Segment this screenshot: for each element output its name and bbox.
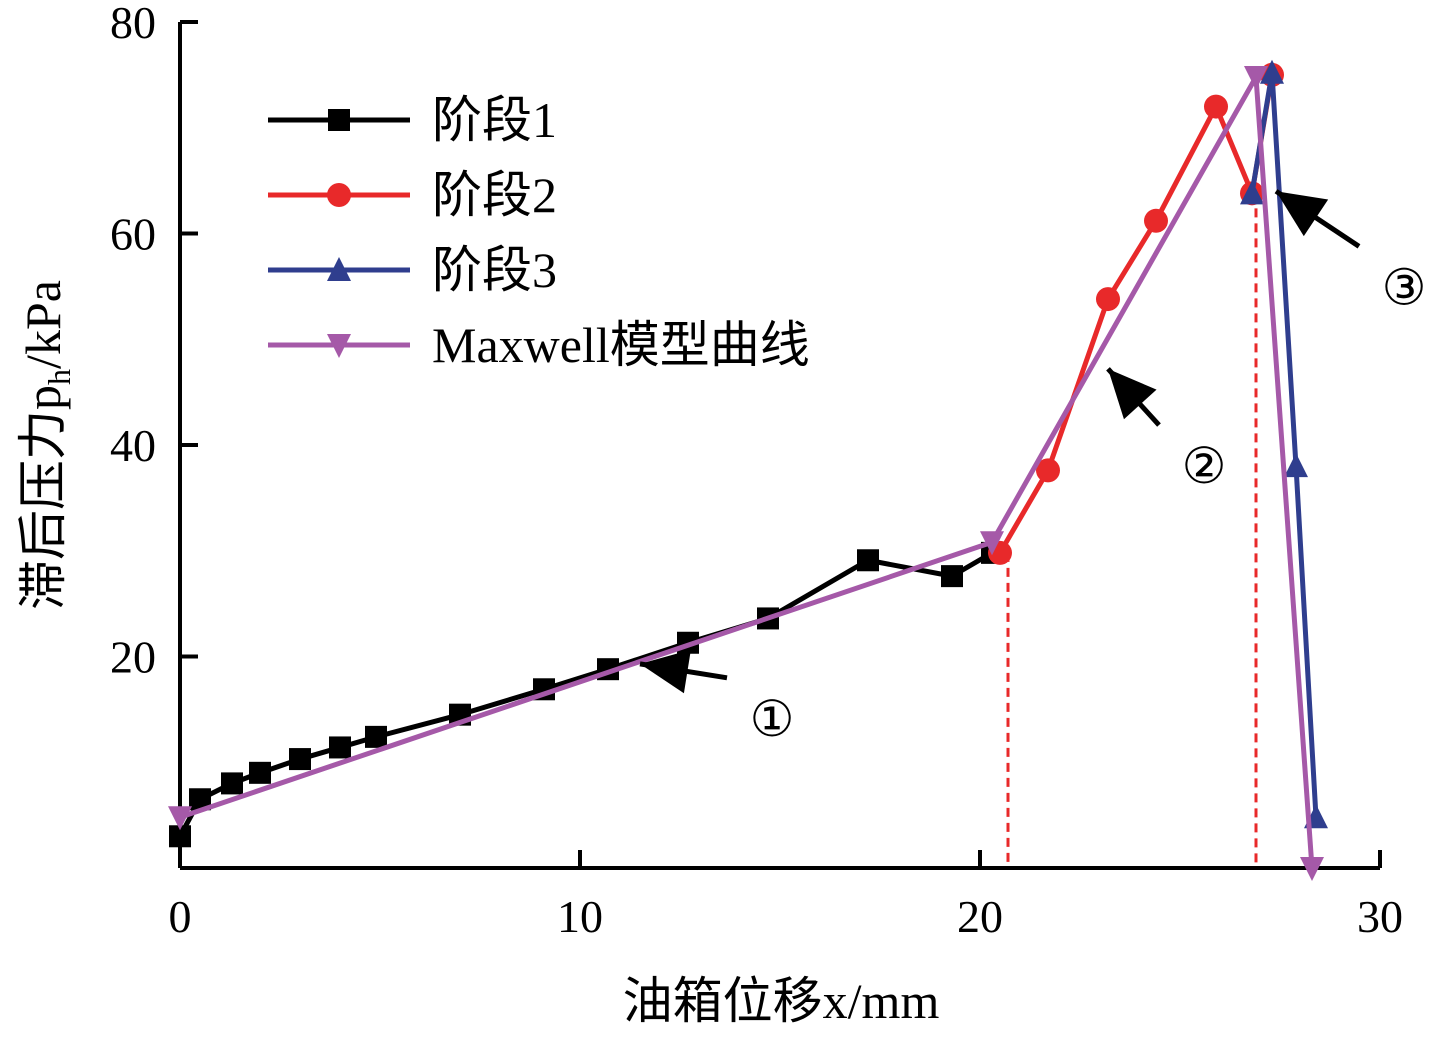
y-tick-label: 20 — [110, 632, 156, 683]
x-tick-label: 30 — [1357, 891, 1403, 942]
y-axis-title-subscript: h — [41, 369, 77, 385]
data-point — [169, 825, 191, 848]
annotation-arrowhead-1 — [640, 649, 691, 694]
data-point — [941, 565, 963, 588]
x-axis-title: 油箱位移x/mm — [623, 973, 940, 1029]
series-line — [179, 74, 1315, 869]
data-point — [1144, 208, 1168, 233]
series-line — [177, 550, 994, 838]
axes: 0 10 20 30 20 40 60 80 — [110, 0, 1403, 942]
data-point — [365, 725, 387, 748]
annotation-arrowhead-2 — [1108, 368, 1157, 420]
legend-label: Maxwell模型曲线 — [432, 317, 810, 373]
legend-item-1: 阶段1 — [268, 92, 557, 148]
legend-item-3: 阶段3 — [268, 242, 557, 298]
data-point — [189, 788, 211, 811]
annotations: ① ② ③ — [639, 189, 1427, 747]
data-point — [249, 761, 271, 784]
y-axis-title-main: 滞后压力p — [15, 385, 71, 610]
legend-item-4: Maxwell模型曲线 — [268, 317, 810, 373]
data-point — [1300, 857, 1324, 881]
legend-swatch-marker — [327, 183, 351, 207]
y-tick-label: 60 — [110, 209, 156, 260]
data-point — [1036, 458, 1060, 483]
data-point — [1284, 453, 1308, 478]
series-line — [997, 74, 1275, 555]
legend-label: 阶段3 — [432, 242, 557, 298]
data-point — [980, 531, 1004, 556]
data-point — [1260, 59, 1284, 84]
y-axis-title: 滞后压力ph/kPa — [15, 280, 77, 610]
x-tick-label: 0 — [169, 891, 192, 942]
reference-lines — [1006, 193, 1258, 868]
x-tick-label: 20 — [957, 891, 1003, 942]
data-point — [1204, 94, 1228, 119]
y-tick-label: 40 — [110, 420, 156, 471]
data-point — [221, 772, 243, 795]
data-point — [329, 736, 351, 759]
legend-label: 阶段2 — [432, 167, 557, 223]
annotation-label-1: ① — [750, 691, 795, 747]
series-4 — [168, 65, 1324, 881]
x-tick-label: 10 — [557, 891, 603, 942]
data-point — [1244, 65, 1268, 90]
data-point — [1240, 180, 1264, 205]
data-point — [857, 549, 879, 572]
data-point — [289, 748, 311, 771]
series-1 — [169, 541, 1003, 848]
legend-swatch-marker — [328, 109, 350, 131]
legend: 阶段1 阶段2 阶段3 Maxwell模型曲线 — [268, 92, 810, 373]
annotation-arrowhead-3 — [1276, 191, 1329, 237]
y-axis-title-unit: /kPa — [15, 280, 71, 369]
y-tick-label: 80 — [110, 0, 156, 48]
data-point — [168, 806, 192, 831]
series-layer — [168, 59, 1328, 881]
legend-swatch-marker — [327, 257, 351, 281]
legend-swatch-marker — [327, 334, 351, 358]
annotation-label-2: ② — [1182, 438, 1227, 494]
annotation-label-3: ③ — [1382, 259, 1427, 315]
data-point — [1096, 287, 1120, 312]
legend-label: 阶段1 — [432, 92, 557, 148]
series-2 — [988, 62, 1284, 565]
legend-item-2: 阶段2 — [268, 167, 557, 223]
